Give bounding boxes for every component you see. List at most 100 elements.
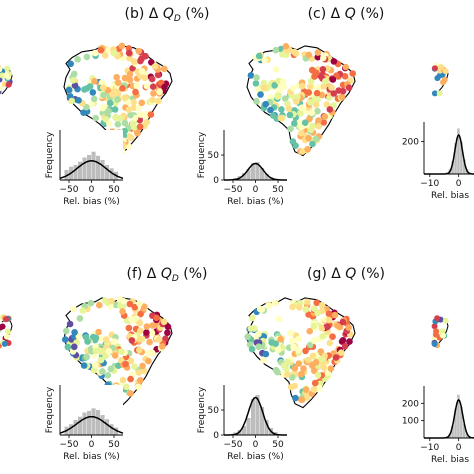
station-dot <box>262 350 270 358</box>
map-b <box>63 42 173 157</box>
station-dot <box>125 143 133 150</box>
x-tick-label: 50 <box>272 440 284 450</box>
station-dot <box>137 310 144 318</box>
title-suffix: (%) <box>181 6 210 22</box>
title-suffix: (%) <box>179 266 208 282</box>
station-dot <box>161 65 168 73</box>
station-dot <box>442 68 449 75</box>
station-dot <box>255 52 263 60</box>
title-prefix: (g) Δ <box>307 266 345 282</box>
station-dot <box>96 301 103 309</box>
station-dot <box>126 70 134 78</box>
histogram-bar <box>105 165 110 180</box>
station-dot <box>292 50 300 57</box>
station-dot <box>164 329 171 337</box>
panel-title-b: (b) Δ QD (%) <box>125 6 210 24</box>
station-dot <box>105 347 113 355</box>
station-dot <box>314 107 321 115</box>
station-dot <box>4 65 11 72</box>
title-subscript: D <box>172 274 179 284</box>
station-dot <box>114 96 121 103</box>
histogram-bar <box>91 151 96 180</box>
histogram-inset: −50 0 50 0 50 Rel. bias (%) Frequency <box>197 130 287 207</box>
station-dot <box>161 83 168 91</box>
station-dot <box>126 300 134 308</box>
station-dot <box>156 88 163 96</box>
station-dot <box>142 112 149 120</box>
histogram-bar <box>246 418 251 435</box>
station-dot <box>111 352 119 359</box>
station-dot <box>310 305 318 312</box>
x-tick-label: 50 <box>108 440 120 450</box>
station-dot <box>274 368 281 376</box>
histogram-bar <box>454 408 457 438</box>
station-dot <box>99 104 107 112</box>
station-dot <box>1 340 8 347</box>
station-dot <box>86 83 94 90</box>
histogram-layer: −50 0 50 Rel. bias (%) Frequency −50 0 50 0 50 Rel… <box>45 122 474 465</box>
title-layer: (b) Δ QD (%) (c) Δ Q (%)(f) Δ QD (%) (g) Δ… <box>125 6 385 284</box>
station-dot <box>83 53 91 61</box>
station-dot <box>329 333 336 341</box>
station-dot <box>129 120 136 128</box>
station-dot <box>76 315 84 322</box>
station-dot <box>253 74 260 81</box>
station-dot <box>159 343 166 350</box>
station-dot <box>107 365 115 373</box>
station-dot <box>261 57 268 64</box>
station-dot <box>311 379 319 387</box>
station-dot <box>83 353 91 361</box>
station-dot <box>431 323 438 330</box>
station-dot <box>284 371 291 378</box>
station-dot <box>137 57 144 65</box>
station-dot <box>345 84 353 91</box>
station-dot <box>272 340 280 348</box>
histogram-bar <box>255 395 260 435</box>
map-g <box>244 297 356 409</box>
station-dot <box>162 335 169 343</box>
station-dot <box>91 77 98 85</box>
station-dot <box>277 114 285 122</box>
histogram-inset: −10 0 100 200 Rel. bias <box>402 386 474 465</box>
station-dot <box>135 104 143 112</box>
station-dot <box>291 120 298 127</box>
station-dot <box>3 333 10 340</box>
station-dot <box>280 83 288 90</box>
station-dot <box>313 89 321 97</box>
y-tick-label: 0 <box>213 431 219 441</box>
station-dot <box>5 81 12 88</box>
station-dot <box>126 76 134 84</box>
station-dot <box>301 119 309 126</box>
fit-curve <box>224 396 287 436</box>
station-dot <box>318 301 326 309</box>
station-dot <box>140 367 148 375</box>
station-dot <box>255 343 262 351</box>
station-dot <box>121 94 129 101</box>
station-dot <box>431 90 438 97</box>
histogram-bar <box>109 424 114 435</box>
station-dot <box>104 372 112 379</box>
histogram-bar <box>448 433 452 438</box>
histogram-bar <box>87 155 92 180</box>
histogram-bar <box>82 412 87 435</box>
station-dot <box>98 347 106 355</box>
station-dot <box>130 104 138 111</box>
station-dot <box>315 384 323 392</box>
station-dot <box>70 70 78 78</box>
station-dot <box>153 314 160 322</box>
station-dot <box>127 375 134 383</box>
station-dot <box>160 318 168 326</box>
station-dot <box>68 97 75 105</box>
map-f <box>62 296 173 409</box>
station-dot <box>302 306 310 313</box>
station-dot <box>287 383 295 391</box>
station-dot <box>305 89 313 96</box>
station-dot <box>106 99 114 107</box>
station-dot <box>310 322 318 330</box>
station-dot <box>111 338 118 345</box>
station-dot <box>275 315 283 323</box>
x-axis-label: Rel. bias (%) <box>63 452 119 462</box>
station-dot <box>146 338 153 346</box>
station-dot <box>290 84 297 92</box>
station-dot <box>305 356 312 364</box>
